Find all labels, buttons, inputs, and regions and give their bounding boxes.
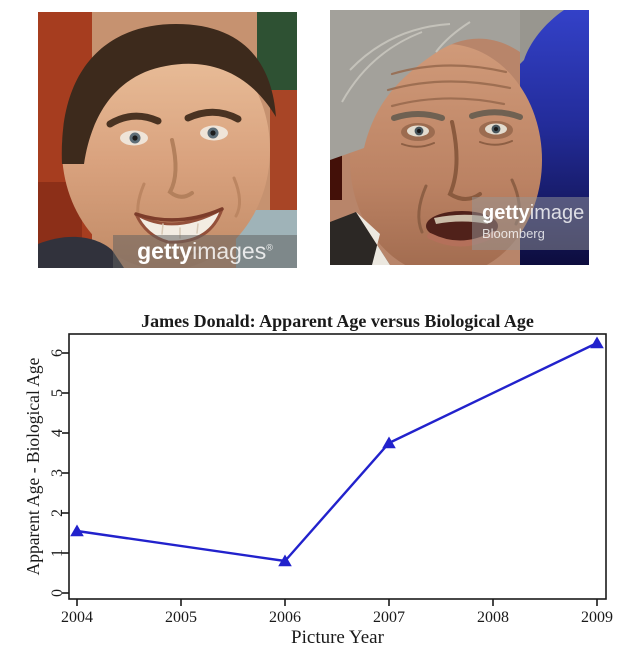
x-tick-label: 2004 [61,609,93,626]
watermark-images: image [529,202,585,224]
y-tick-label: 4 [49,429,66,437]
y-tick-label: 3 [49,469,66,477]
x-tick-label: 2005 [165,609,197,626]
y-tick-label: 1 [49,549,66,557]
photo-younger-portrait: gettyimages® [38,12,297,268]
watermark-getty: getty [482,202,530,224]
suit-shoulder [38,236,124,268]
data-point-2004 [70,524,84,537]
face-features [106,108,242,257]
y-tick-label: 5 [49,389,66,397]
watermark-getty: getty [137,238,193,264]
x-axis-label: Picture Year [291,627,385,648]
portrait-young-illustration [38,12,297,268]
watermark-text: gettyimages® [137,240,273,263]
x-tick-label: 2006 [269,609,301,626]
chart-title: James Donald: Apparent Age versus Biolog… [141,311,534,331]
watermark-credit: Bloomberg [482,226,545,241]
data-point-2007 [382,436,396,449]
suit-shoulder [330,212,390,265]
trend-line [76,341,598,563]
hair [61,24,277,164]
smiling-mouth [134,207,224,244]
y-axis-label: Apparent Age - Biological Age [23,357,43,575]
plot-border [68,333,607,600]
white-collar [356,212,390,265]
gray-hair-right [520,10,564,64]
age-gap-line-chart: James Donald: Apparent Age versus Biolog… [23,311,613,648]
photo-older-portrait: gettyimage Bloomberg [330,10,589,265]
x-tick-label: 2009 [581,609,613,626]
y-tick-label: 6 [49,349,66,357]
data-point-2009 [590,336,604,349]
y-tick-label: 0 [49,589,66,597]
watermark-images: images [192,238,267,264]
x-tick-label: 2008 [477,609,509,626]
getty-watermark-bloomberg: gettyimage Bloomberg [472,197,589,250]
registered-mark-icon: ® [266,242,273,253]
data-point-2006 [278,554,292,567]
getty-watermark: gettyimages® [113,235,297,268]
hair-streaks [341,21,471,103]
watermark-text: gettyimage [482,202,589,224]
y-tick-label: 2 [49,509,66,517]
x-tick-label: 2007 [373,609,405,626]
